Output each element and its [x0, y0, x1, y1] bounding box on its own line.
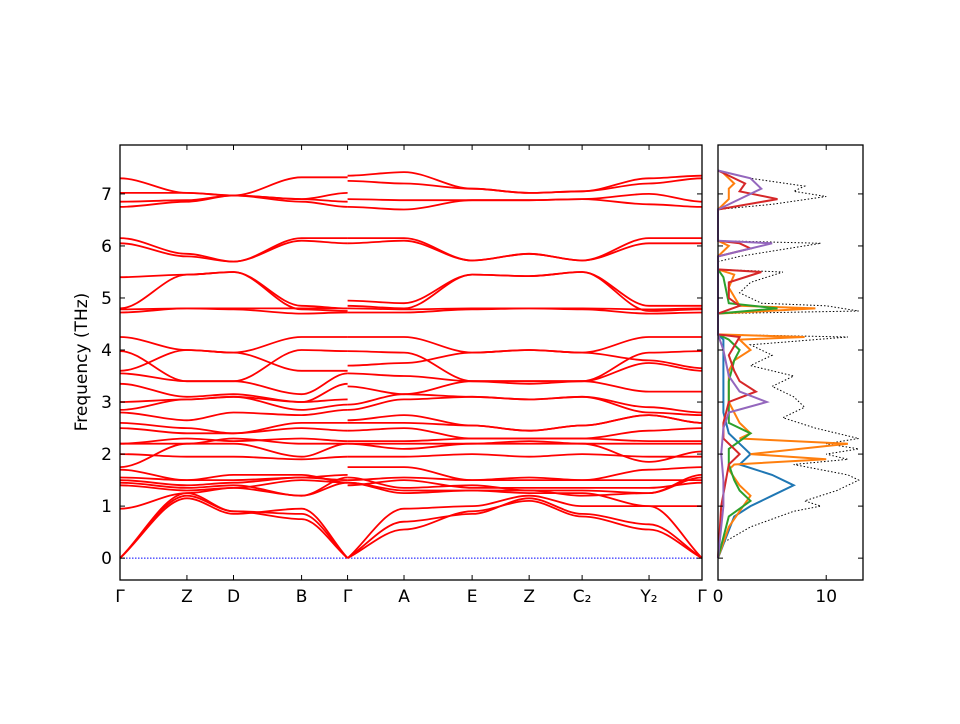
- y-axis-label: Frequency (THz): [72, 293, 92, 432]
- band-32-right: [347, 499, 703, 559]
- band-5-right: [347, 239, 702, 262]
- band-12-left: [119, 349, 348, 372]
- band-7-right: [347, 271, 703, 312]
- band-14-left: [119, 382, 348, 403]
- k-point-label-3: B: [296, 587, 308, 607]
- k-point-label-4: Γ: [343, 587, 353, 607]
- k-point-label-10: Γ: [697, 587, 707, 607]
- dos-series-partial-2: [717, 172, 849, 559]
- band-32-left: [119, 497, 349, 559]
- band-20-right: [347, 437, 702, 443]
- band-30-left: [119, 492, 349, 559]
- band-22-right: [347, 453, 702, 458]
- band-28-right: [347, 476, 703, 497]
- band-22-left: [119, 453, 348, 461]
- band-9-left: [119, 307, 348, 315]
- dos-panel: 0 10: [713, 144, 864, 607]
- band-21-left: [119, 437, 348, 445]
- dos-series-partial-3: [717, 268, 778, 559]
- band-29-left: [119, 479, 348, 510]
- band-5-left: [119, 239, 348, 263]
- k-point-label-9: Y₂: [639, 587, 657, 607]
- k-point-label-1: Z: [181, 587, 193, 607]
- band-3-left: [119, 194, 348, 208]
- band-24-right: [347, 466, 703, 482]
- band-14-right: [347, 380, 702, 396]
- k-point-label-6: E: [467, 587, 478, 607]
- dos-series-partial-5: [717, 169, 773, 559]
- dos-series-partial-1: [717, 333, 797, 559]
- band-29-right: [347, 481, 702, 507]
- band-9-right: [347, 307, 703, 315]
- band-26-left: [119, 476, 348, 487]
- band-20-left: [119, 437, 348, 445]
- y-tick-label: 0: [101, 549, 112, 569]
- y-tick-label: 7: [101, 185, 112, 205]
- y-tick-label: 5: [101, 289, 112, 309]
- band-25-right: [347, 476, 702, 481]
- band-19-right: [347, 427, 703, 440]
- band-23-right: [347, 440, 703, 463]
- band-30-right: [347, 494, 703, 559]
- band-31-right: [347, 497, 703, 559]
- k-point-label-2: D: [227, 587, 240, 607]
- band-3-right: [347, 198, 703, 211]
- band-16-left: [119, 395, 348, 411]
- band-structure-panel: 0 1 2 3 4 5 6 7 Γ Z D B Γ A E Z C₂ Y₂ Γ: [101, 144, 707, 607]
- band-23-left: [119, 442, 348, 468]
- band-12-right: [347, 349, 703, 370]
- band-31-left: [119, 494, 349, 559]
- y-tick-label: 6: [101, 237, 112, 257]
- band-15-right: [347, 393, 703, 414]
- band-13-left: [119, 372, 348, 396]
- dos-series-total: [717, 170, 860, 559]
- band-18-right: [347, 414, 703, 432]
- k-point-label-7: Z: [523, 587, 535, 607]
- dos-x-tick-label: 0: [713, 587, 724, 607]
- band-7-left: [119, 271, 348, 312]
- dos-x-tick-label: 10: [815, 587, 837, 607]
- band-13-right: [347, 362, 703, 383]
- dos-plot-frame: [717, 144, 864, 581]
- k-point-label-8: C₂: [573, 587, 592, 607]
- band-16-right: [347, 395, 703, 416]
- y-tick-label: 3: [101, 393, 112, 413]
- band-19-left: [119, 427, 348, 435]
- k-point-label-5: A: [398, 587, 410, 607]
- band-0-right: [347, 171, 703, 194]
- y-tick-label: 2: [101, 445, 112, 465]
- band-17-left: [119, 409, 348, 422]
- y-tick-label: 1: [101, 497, 112, 517]
- band-1-right: [347, 177, 703, 194]
- k-point-label-0: Γ: [115, 587, 125, 607]
- band-26-right: [347, 479, 703, 489]
- band-plot-frame: [119, 144, 703, 581]
- y-tick-label: 4: [101, 341, 112, 361]
- band-25-left: [119, 473, 348, 484]
- band-6-right: [347, 271, 702, 307]
